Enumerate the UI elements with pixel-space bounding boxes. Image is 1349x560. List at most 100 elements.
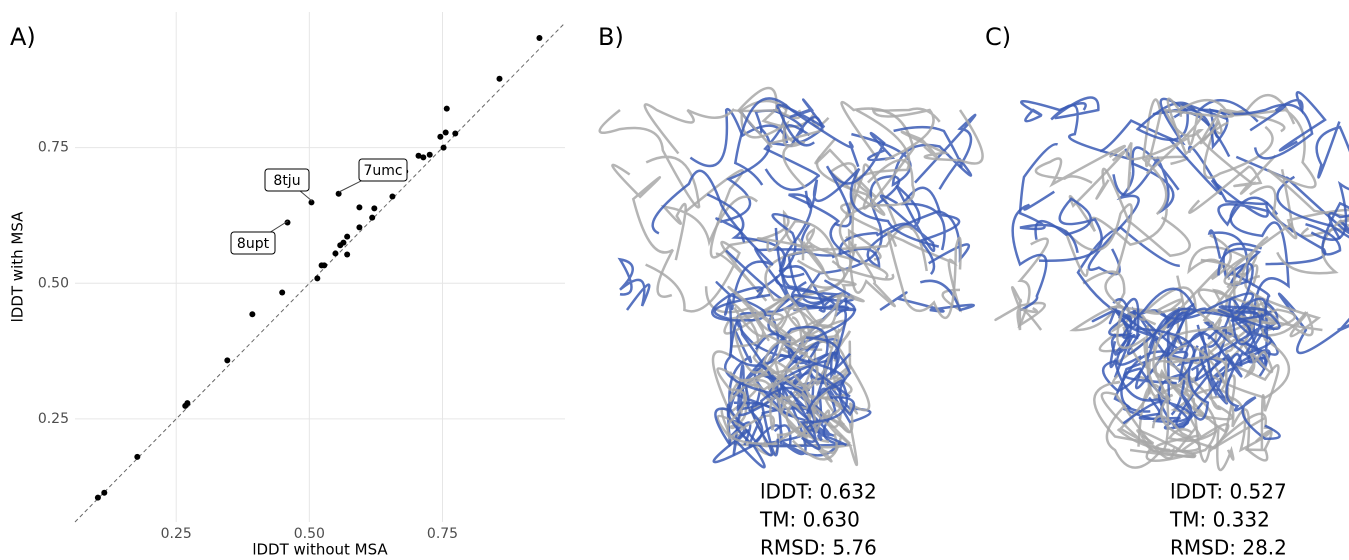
backbone: [893, 113, 977, 184]
point: [335, 190, 342, 197]
metric-label: lDDT: 0.632: [760, 480, 877, 504]
backbone: [1123, 330, 1177, 405]
annotation-box: [358, 158, 408, 182]
backbone: [1020, 100, 1087, 123]
y-tick-label: 0.75: [38, 140, 69, 156]
backbone: [776, 98, 826, 147]
backbone: [900, 109, 984, 165]
backbone: [831, 210, 971, 269]
metric-label: RMSD: 28.2: [1170, 536, 1287, 560]
point: [452, 130, 459, 137]
backbone: [796, 227, 889, 280]
point: [279, 289, 286, 296]
annotation-label: 8tju: [273, 173, 300, 189]
backbone: [1010, 286, 1043, 331]
backbone: [1068, 150, 1168, 246]
backbone: [1063, 203, 1157, 326]
backbone: [723, 294, 845, 390]
annotation-box: [230, 231, 276, 255]
backbone: [643, 103, 779, 155]
backbone: [1116, 372, 1209, 452]
backbone: [1145, 390, 1217, 463]
backbone: [1125, 112, 1203, 191]
backbone: [1190, 310, 1273, 372]
backbone: [1142, 98, 1189, 216]
annotation-label: 8upt: [237, 236, 270, 252]
backbone: [1122, 345, 1210, 425]
backbone: [1116, 309, 1228, 401]
backbone: [1222, 271, 1279, 356]
point: [101, 489, 108, 496]
backbone: [1152, 324, 1234, 421]
point: [184, 400, 191, 407]
y-tick-label: 0.25: [38, 411, 69, 427]
structure-image-b: [598, 86, 984, 469]
backbone: [806, 336, 856, 417]
backbone: [1223, 185, 1298, 286]
backbone: [1167, 427, 1235, 472]
point: [536, 35, 543, 42]
point: [340, 239, 347, 246]
backbone: [1305, 201, 1349, 256]
point: [134, 453, 141, 460]
point: [308, 199, 315, 206]
backbone: [727, 285, 796, 348]
backbone: [1232, 364, 1280, 452]
backbone: [1266, 168, 1349, 275]
point: [437, 133, 444, 140]
point: [356, 204, 363, 211]
panel-label: A): [10, 23, 36, 51]
backbone: [645, 240, 768, 313]
backbone: [1110, 297, 1140, 357]
backbone: [762, 340, 842, 419]
backbone: [1168, 138, 1279, 227]
backbone: [737, 365, 835, 437]
point: [332, 250, 339, 257]
backbone: [1249, 90, 1327, 152]
backbone: [611, 163, 677, 298]
point: [496, 75, 503, 82]
backbone: [1129, 395, 1230, 458]
metric-label: RMSD: 5.76: [760, 536, 877, 560]
backbone: [1034, 197, 1103, 262]
point: [369, 214, 376, 221]
backbone: [756, 220, 895, 281]
backbone: [617, 257, 651, 311]
point: [344, 251, 351, 258]
point: [389, 193, 396, 200]
metric-label: TM: 0.332: [1169, 508, 1270, 532]
metric-label: TM: 0.630: [759, 508, 860, 532]
backbone: [711, 281, 767, 322]
metric-label: lDDT: 0.527: [1170, 480, 1287, 504]
y-tick-label: 0.50: [38, 275, 69, 291]
point: [224, 357, 231, 364]
point: [344, 233, 351, 240]
point: [371, 205, 378, 212]
x-tick-label: 0.25: [161, 526, 192, 542]
point: [321, 262, 328, 269]
x-tick-label: 0.75: [427, 526, 458, 542]
backbone: [1093, 373, 1181, 452]
backbone: [716, 386, 804, 440]
backbone: [994, 237, 1049, 329]
backbone: [598, 109, 701, 209]
backbone: [828, 162, 898, 227]
backbone: [1182, 292, 1268, 322]
x-axis-label: lDDT without MSA: [252, 541, 388, 559]
backbone: [764, 225, 928, 302]
backbone: [789, 379, 849, 450]
backbone: [740, 99, 807, 189]
backbone: [1163, 108, 1253, 184]
backbone: [716, 342, 785, 446]
identity-line: [74, 22, 566, 523]
backbone: [1135, 327, 1243, 384]
backbone: [1050, 96, 1135, 162]
backbone: [1034, 144, 1126, 188]
panel-label: B): [598, 23, 624, 51]
backbone: [776, 357, 838, 463]
backbone: [838, 158, 916, 256]
backbone: [712, 407, 764, 464]
point: [442, 129, 449, 136]
backbone: [1188, 154, 1277, 214]
backbone: [1227, 93, 1317, 189]
